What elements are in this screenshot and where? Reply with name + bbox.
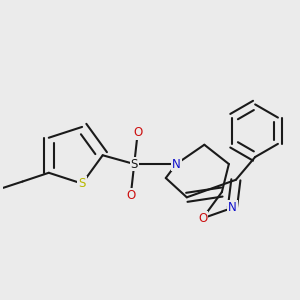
Text: N: N: [228, 201, 237, 214]
Text: S: S: [130, 158, 138, 170]
Text: S: S: [78, 177, 86, 190]
Text: N: N: [172, 158, 181, 170]
Text: O: O: [126, 189, 135, 202]
Text: O: O: [198, 212, 207, 225]
Text: O: O: [133, 126, 142, 139]
